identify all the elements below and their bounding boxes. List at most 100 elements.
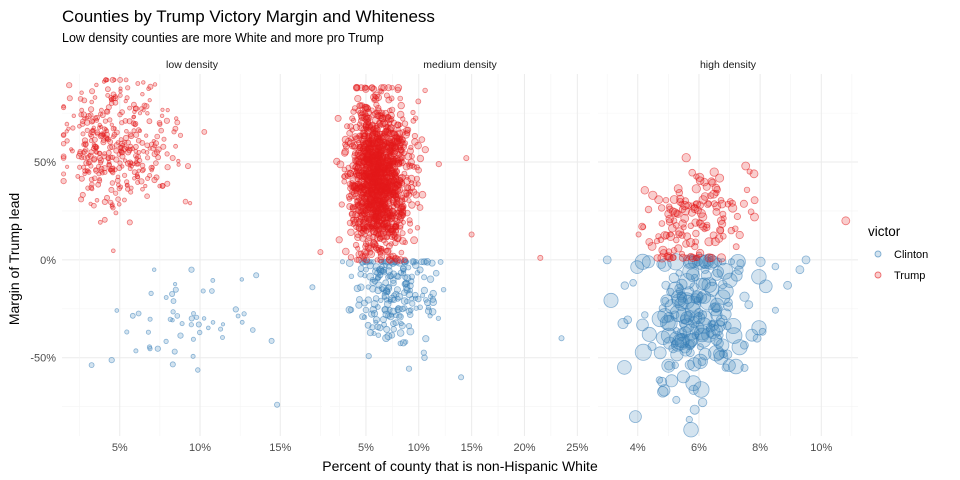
data-point-trump <box>378 109 386 117</box>
y-tick-label: 50% <box>34 157 56 169</box>
data-point-clinton <box>347 306 355 313</box>
data-point-trump <box>176 162 181 167</box>
data-point-trump <box>394 121 402 129</box>
data-point-clinton <box>369 305 378 314</box>
data-point-clinton <box>368 310 376 318</box>
data-point-trump <box>116 185 122 192</box>
data-point-trump <box>160 143 167 150</box>
data-point-trump <box>83 159 90 166</box>
data-point-trump <box>389 191 397 198</box>
data-point-clinton <box>398 320 404 327</box>
data-point-trump <box>372 174 379 181</box>
data-point-clinton <box>795 265 805 275</box>
data-point-trump <box>129 164 134 169</box>
data-point-trump <box>366 217 373 224</box>
data-point-trump <box>841 216 851 226</box>
data-point-clinton <box>682 333 698 349</box>
data-point-clinton <box>371 330 377 336</box>
x-tick-label: 8% <box>752 442 768 454</box>
data-point-trump <box>91 157 97 163</box>
data-point-trump <box>712 201 722 211</box>
data-point-trump <box>124 160 132 167</box>
data-point-trump <box>130 120 137 126</box>
data-point-trump <box>60 104 67 111</box>
data-point-trump <box>93 149 99 155</box>
data-point-trump <box>387 139 395 147</box>
data-point-trump <box>702 182 711 191</box>
data-point-clinton <box>405 307 413 315</box>
data-point-trump <box>411 132 418 140</box>
data-point-clinton <box>268 337 275 344</box>
data-point-trump <box>366 148 374 156</box>
data-point-clinton <box>700 269 712 281</box>
data-point-trump <box>174 119 181 126</box>
data-point-clinton <box>381 321 388 328</box>
data-point-trump <box>121 145 128 152</box>
data-point-trump <box>147 98 152 103</box>
data-point-trump <box>416 204 424 211</box>
data-point-trump <box>680 206 691 216</box>
data-point-clinton <box>196 329 203 336</box>
data-point-clinton <box>124 329 130 335</box>
data-point-clinton <box>170 309 176 315</box>
data-point-clinton <box>725 327 743 344</box>
data-point-trump <box>88 163 94 169</box>
data-point-trump <box>409 162 415 169</box>
data-point-trump <box>119 109 125 115</box>
data-point-trump <box>707 192 715 200</box>
data-point-trump <box>164 164 171 171</box>
data-point-trump <box>109 144 115 150</box>
data-point-clinton <box>739 291 750 302</box>
data-point-trump <box>101 131 107 137</box>
data-point-clinton <box>169 361 176 368</box>
data-point-trump <box>344 123 351 130</box>
data-point-trump <box>351 142 359 150</box>
points-high-density <box>602 153 851 438</box>
data-point-trump <box>351 133 359 141</box>
data-point-trump <box>743 186 751 194</box>
y-tick-label: -50% <box>30 353 56 365</box>
data-point-clinton <box>716 262 734 280</box>
data-point-trump <box>352 83 361 92</box>
data-point-trump <box>367 249 374 256</box>
data-point-trump <box>341 166 348 173</box>
data-point-trump <box>360 155 366 162</box>
data-point-clinton <box>668 272 680 284</box>
data-point-trump <box>122 197 127 203</box>
data-point-clinton <box>425 304 432 311</box>
data-point-trump <box>89 186 95 192</box>
data-point-trump <box>101 137 107 143</box>
data-point-trump <box>383 92 390 99</box>
data-point-trump <box>147 146 152 151</box>
data-point-trump <box>732 243 740 251</box>
data-point-clinton <box>129 312 136 319</box>
data-point-trump <box>673 184 683 194</box>
data-point-trump <box>138 106 144 112</box>
data-point-clinton <box>710 333 723 346</box>
data-point-trump <box>693 173 700 180</box>
data-point-trump <box>394 192 401 199</box>
data-point-trump <box>355 256 363 264</box>
data-point-clinton <box>661 358 676 373</box>
data-point-clinton <box>728 258 736 266</box>
data-point-trump <box>105 149 112 156</box>
data-point-clinton <box>188 315 195 322</box>
data-point-trump <box>398 159 406 167</box>
data-point-clinton <box>715 289 731 305</box>
data-point-trump <box>664 209 673 219</box>
data-point-trump <box>728 203 738 213</box>
data-point-trump <box>363 84 370 91</box>
data-point-clinton <box>210 320 216 325</box>
data-point-trump <box>66 95 73 102</box>
chart-title: Counties by Trump Victory Margin and Whi… <box>62 7 435 26</box>
data-point-trump <box>118 86 123 91</box>
data-point-trump <box>114 177 121 184</box>
data-point-trump <box>414 164 420 171</box>
data-point-clinton <box>405 365 413 372</box>
data-point-trump <box>380 147 387 154</box>
data-point-trump <box>371 213 380 221</box>
data-point-trump <box>391 159 398 166</box>
x-tick-label: 25% <box>566 442 588 454</box>
data-point-clinton <box>390 326 397 333</box>
data-point-clinton <box>634 343 652 361</box>
